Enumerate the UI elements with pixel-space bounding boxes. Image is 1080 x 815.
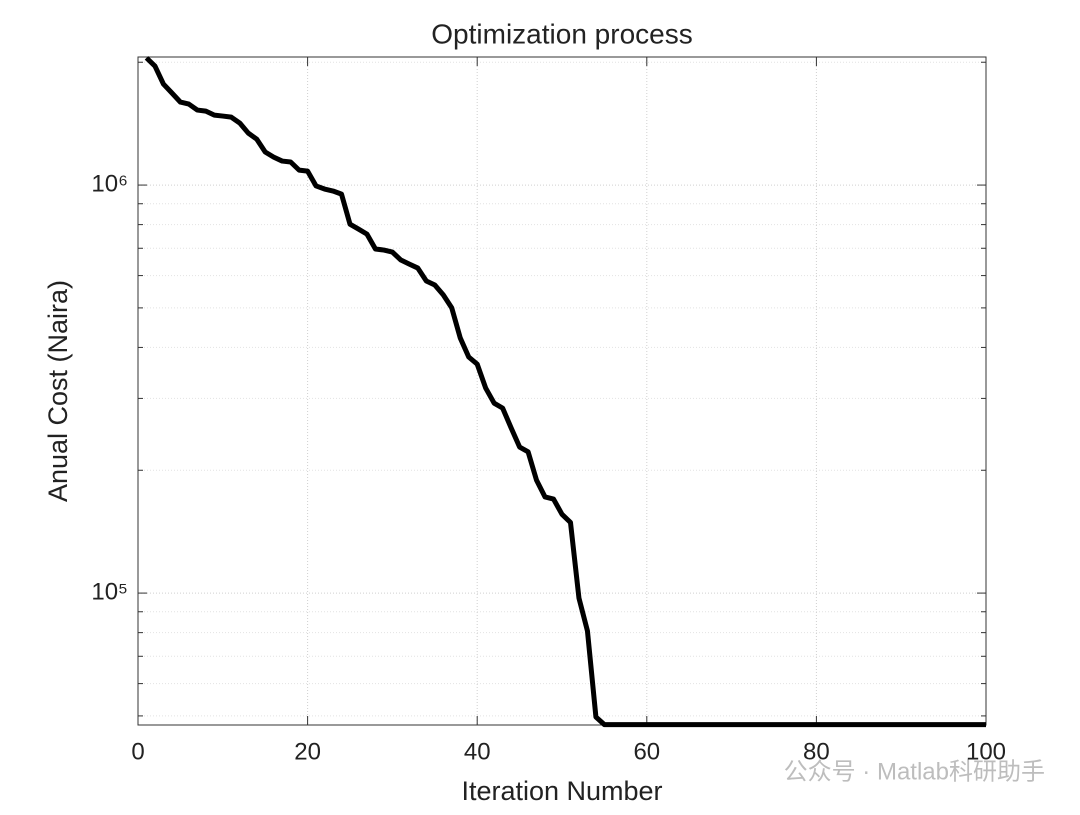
x-tick-label: 100 — [966, 738, 1006, 765]
line-series — [144, 56, 986, 728]
watermark: 公众号 · Matlab科研助手 — [784, 758, 1045, 785]
y-tick-label: 10⁶ — [91, 170, 128, 197]
x-tick-label: 60 — [633, 738, 660, 765]
x-tick-label: 80 — [803, 738, 830, 765]
x-tick-label: 20 — [294, 738, 321, 765]
chart-title: Optimization process — [431, 18, 692, 49]
y-tick-label: 10⁵ — [91, 578, 128, 605]
x-axis-label: Iteration Number — [461, 776, 662, 806]
x-tick-label: 0 — [131, 738, 144, 765]
plot-frame — [137, 56, 987, 726]
y-axis-label: Anual Cost (Naira) — [43, 280, 73, 502]
x-tick-label: 40 — [464, 738, 491, 765]
